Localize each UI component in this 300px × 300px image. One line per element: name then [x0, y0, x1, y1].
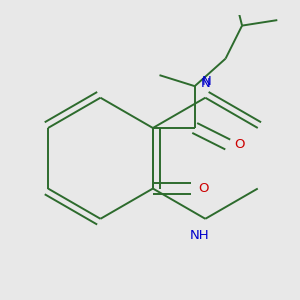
- Text: NH: NH: [190, 229, 210, 242]
- Text: N: N: [200, 77, 210, 90]
- Text: O: O: [234, 138, 245, 151]
- Text: O: O: [198, 182, 208, 195]
- Text: N: N: [201, 75, 211, 88]
